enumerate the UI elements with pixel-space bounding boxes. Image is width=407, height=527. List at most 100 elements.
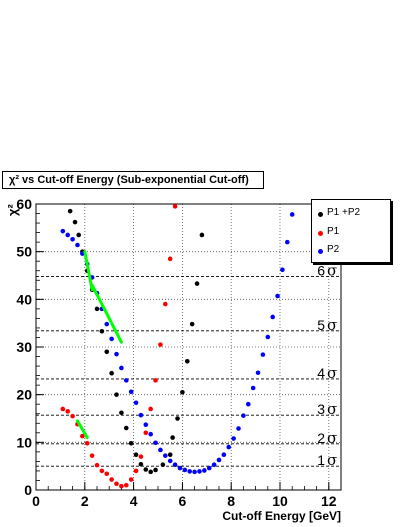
data-point-p1	[123, 482, 129, 488]
data-point-p2	[231, 436, 236, 441]
data-point-p2	[192, 469, 197, 475]
data-point-p2	[128, 389, 134, 395]
data-point-p1	[89, 453, 95, 458]
sigma-symbol: σ	[327, 429, 337, 447]
data-point-p2	[216, 457, 222, 463]
legend: P1 +P2 P1 P2	[311, 199, 391, 263]
chart-title-box: χ² vs Cut-off Energy (Sub-exponential Cu…	[2, 171, 264, 189]
sigma-symbol: σ	[327, 400, 337, 418]
sigma-label: 4	[317, 365, 325, 381]
data-point-p2	[148, 431, 153, 437]
y-tick-label: 0	[24, 482, 32, 498]
x-tick-label: 2	[81, 493, 89, 509]
data-point-p2	[206, 465, 212, 471]
data-point-p1p2	[76, 232, 81, 238]
data-point-p2	[75, 242, 80, 248]
data-point-p2	[275, 293, 280, 299]
legend-item-p1: P1	[312, 225, 390, 243]
data-point-p1p2	[180, 389, 185, 395]
y-tick-label: 60	[16, 196, 32, 212]
data-point-p2	[187, 469, 193, 474]
data-point-p2	[255, 370, 261, 376]
sigma-label: 2	[317, 430, 325, 446]
x-tick-label: 10	[272, 493, 288, 509]
data-point-p2	[236, 426, 241, 431]
data-point-p1p2	[128, 440, 134, 446]
data-point-p1	[84, 440, 90, 446]
data-point-p1p2	[170, 435, 175, 440]
data-point-p1	[70, 413, 75, 419]
data-point-p2	[123, 378, 129, 383]
data-points	[60, 204, 295, 489]
data-point-p1p2	[133, 452, 139, 458]
legend-label-p2: P2	[327, 244, 340, 255]
data-point-p2	[221, 452, 227, 458]
legend-marker-p2	[318, 249, 323, 254]
data-point-p1p2	[148, 469, 153, 475]
sigma-symbol: σ	[327, 451, 337, 469]
data-point-p2	[167, 458, 173, 464]
y-tick-label: 10	[16, 434, 32, 450]
data-point-p1p2	[175, 416, 180, 421]
x-tick-label: 4	[130, 493, 138, 509]
data-point-p2	[241, 413, 246, 418]
y-tick-label: 20	[16, 387, 32, 403]
data-point-p1p2	[99, 328, 105, 334]
data-point-p2	[289, 212, 295, 217]
legend-item-p2: P2	[312, 243, 390, 261]
data-point-p1p2	[160, 462, 166, 468]
data-point-p2	[109, 336, 114, 342]
data-point-p1	[80, 433, 85, 439]
data-point-p1	[153, 378, 158, 383]
data-point-p1p2	[94, 306, 100, 312]
data-point-p2	[285, 239, 290, 245]
grid-lines	[36, 204, 341, 490]
data-point-p1p2	[138, 461, 144, 467]
legend-label-p1p2: P1 +P2	[327, 207, 361, 218]
data-point-p1p2	[67, 208, 73, 214]
data-point-p1	[148, 406, 153, 412]
sigma-symbol: σ	[327, 316, 337, 334]
sigma-label: 1	[317, 452, 325, 468]
data-point-p1	[138, 454, 144, 459]
data-point-p1	[109, 477, 114, 482]
data-point-p2	[163, 453, 168, 458]
sigma-label: 3	[317, 401, 325, 417]
legend-label-p1: P1	[327, 226, 340, 237]
data-point-p1	[128, 477, 134, 482]
data-point-p2	[182, 467, 188, 473]
data-point-p2	[211, 462, 217, 468]
data-point-p2	[143, 422, 149, 427]
data-point-p2	[197, 469, 202, 474]
data-point-p2	[260, 352, 266, 357]
data-point-p2	[158, 447, 163, 453]
data-point-p1p2	[119, 410, 124, 416]
data-point-p1	[133, 468, 139, 474]
sigma-symbol: σ	[327, 364, 337, 382]
data-point-p1	[94, 462, 100, 468]
data-point-p1	[119, 483, 124, 489]
fit-lines	[75, 250, 123, 440]
y-tick-label: 30	[16, 339, 32, 355]
x-tick-label: 6	[179, 493, 187, 509]
data-point-p2	[265, 334, 271, 340]
legend-item-p1p2: P1 +P2	[312, 206, 390, 224]
data-point-p1	[104, 471, 110, 477]
y-axis-label: χ²	[5, 204, 20, 216]
data-point-p2	[114, 351, 119, 357]
data-point-p2	[119, 365, 124, 371]
data-point-p1	[172, 204, 178, 209]
y-tick-label: 50	[16, 244, 32, 260]
x-tick-label: 0	[32, 493, 40, 509]
y-tick-label: 40	[16, 291, 32, 307]
fit-line	[90, 283, 123, 344]
data-point-p2	[138, 412, 144, 418]
data-point-p1p2	[114, 392, 119, 397]
data-point-p1p2	[189, 321, 195, 327]
data-point-p1p2	[199, 232, 205, 238]
sigma-symbol: σ	[327, 261, 337, 279]
sigma-label: 6	[317, 262, 325, 278]
data-point-p2	[65, 232, 71, 238]
